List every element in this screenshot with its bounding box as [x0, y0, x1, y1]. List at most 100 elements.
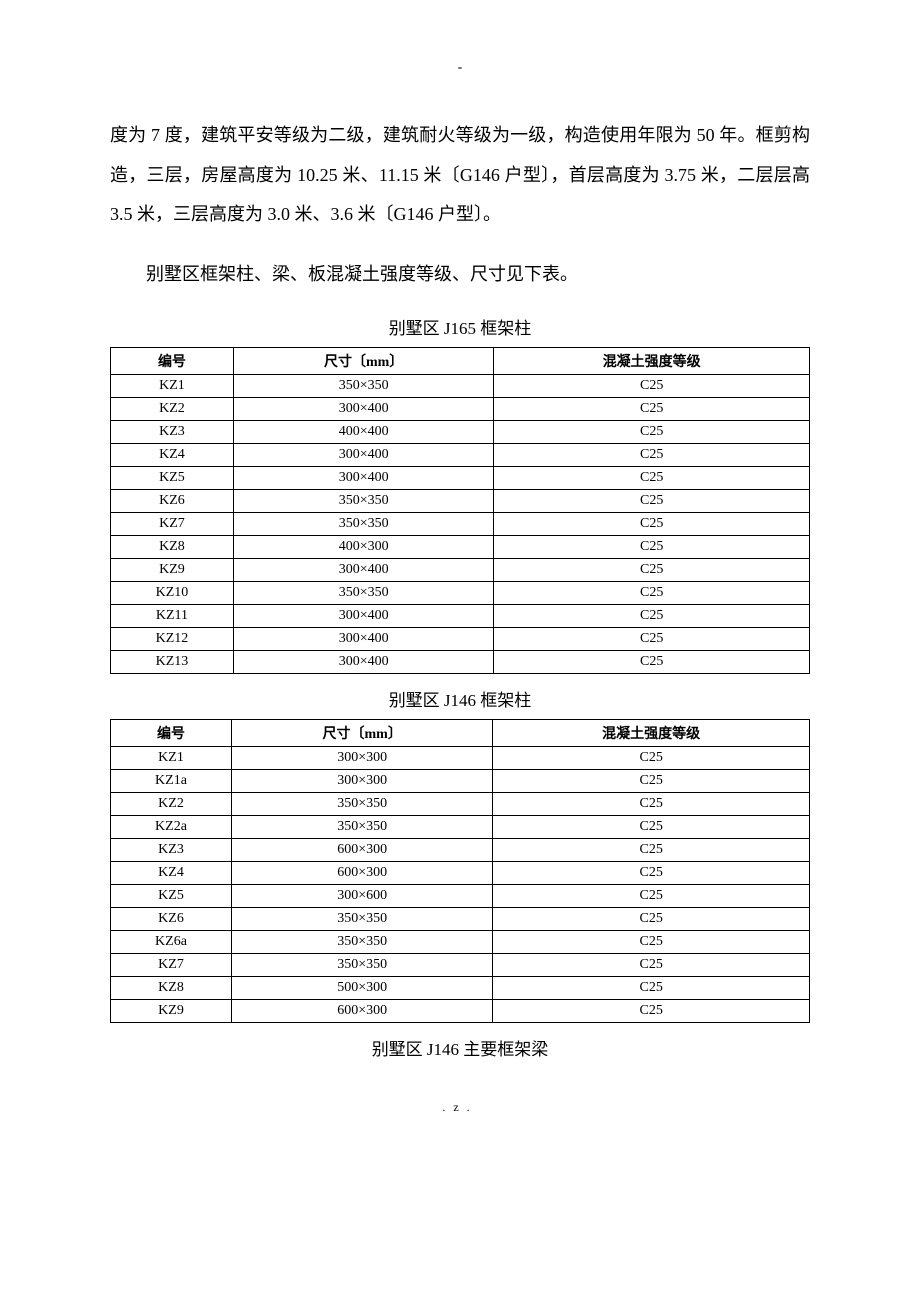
table-cell: KZ6	[111, 908, 232, 931]
table-row: KZ2a350×350C25	[111, 816, 810, 839]
table-cell: C25	[494, 536, 810, 559]
col-header: 编号	[111, 348, 234, 375]
table-row: KZ4600×300C25	[111, 862, 810, 885]
table-cell: C25	[493, 839, 810, 862]
table-row: KZ3400×400C25	[111, 421, 810, 444]
table-cell: C25	[494, 490, 810, 513]
table-cell: KZ1	[111, 747, 232, 770]
table-cell: 350×350	[233, 490, 494, 513]
table-row: KZ6a350×350C25	[111, 931, 810, 954]
table-cell: KZ4	[111, 862, 232, 885]
table-row: KZ6350×350C25	[111, 490, 810, 513]
table-row: KZ1350×350C25	[111, 375, 810, 398]
table-cell: C25	[494, 375, 810, 398]
table-row: KZ7350×350C25	[111, 954, 810, 977]
paragraph-2: 别墅区框架柱、梁、板混凝土强度等级、尺寸见下表。	[110, 255, 810, 295]
table-cell: 300×300	[232, 747, 493, 770]
table-cell: 300×400	[233, 559, 494, 582]
paragraph-1: 度为 7 度，建筑平安等级为二级，建筑耐火等级为一级，构造使用年限为 50 年。…	[110, 116, 810, 235]
table-cell: KZ6a	[111, 931, 232, 954]
table-cell: C25	[493, 816, 810, 839]
table-cell: 350×350	[232, 931, 493, 954]
table-cell: KZ2a	[111, 816, 232, 839]
table-row: KZ7350×350C25	[111, 513, 810, 536]
table-cell: C25	[493, 747, 810, 770]
table-cell: KZ4	[111, 444, 234, 467]
table-j165: 编号 尺寸〔mm〕 混凝土强度等级 KZ1350×350C25KZ2300×40…	[110, 347, 810, 674]
table-cell: KZ5	[111, 885, 232, 908]
table-cell: KZ6	[111, 490, 234, 513]
table-cell: C25	[494, 651, 810, 674]
table-header-row: 编号 尺寸〔mm〕 混凝土强度等级	[111, 348, 810, 375]
table-cell: C25	[494, 582, 810, 605]
col-header: 尺寸〔mm〕	[233, 348, 494, 375]
table-cell: KZ10	[111, 582, 234, 605]
table-row: KZ9600×300C25	[111, 1000, 810, 1023]
table-cell: KZ8	[111, 536, 234, 559]
table-cell: KZ9	[111, 1000, 232, 1023]
table-cell: 350×350	[233, 513, 494, 536]
table-cell: 300×400	[233, 467, 494, 490]
table-row: KZ9300×400C25	[111, 559, 810, 582]
table-row: KZ2350×350C25	[111, 793, 810, 816]
table-cell: 300×400	[233, 605, 494, 628]
table1-title: 别墅区 J165 框架柱	[110, 314, 810, 339]
footer: .z.	[110, 1100, 810, 1115]
table-cell: 350×350	[233, 582, 494, 605]
table-cell: KZ1	[111, 375, 234, 398]
table-cell: 350×350	[233, 375, 494, 398]
table-cell: 300×400	[233, 628, 494, 651]
table-cell: C25	[493, 862, 810, 885]
table2-title: 别墅区 J146 框架柱	[110, 686, 810, 711]
table-cell: C25	[493, 885, 810, 908]
table-row: KZ6350×350C25	[111, 908, 810, 931]
table-cell: KZ12	[111, 628, 234, 651]
col-header: 混凝土强度等级	[494, 348, 810, 375]
table-row: KZ1300×300C25	[111, 747, 810, 770]
table-cell: KZ5	[111, 467, 234, 490]
table-cell: 300×400	[233, 651, 494, 674]
table-cell: C25	[494, 559, 810, 582]
table-cell: 600×300	[232, 862, 493, 885]
table-cell: C25	[494, 444, 810, 467]
table-cell: C25	[493, 977, 810, 1000]
table-cell: KZ9	[111, 559, 234, 582]
table-row: KZ4300×400C25	[111, 444, 810, 467]
table-cell: KZ1a	[111, 770, 232, 793]
table-row: KZ10350×350C25	[111, 582, 810, 605]
table-cell: 500×300	[232, 977, 493, 1000]
table-cell: 300×400	[233, 444, 494, 467]
table-cell: KZ3	[111, 839, 232, 862]
table-row: KZ12300×400C25	[111, 628, 810, 651]
table-cell: 350×350	[232, 908, 493, 931]
table-row: KZ3600×300C25	[111, 839, 810, 862]
col-header: 尺寸〔mm〕	[232, 720, 493, 747]
table-cell: 350×350	[232, 793, 493, 816]
table-cell: 300×600	[232, 885, 493, 908]
col-header: 混凝土强度等级	[493, 720, 810, 747]
table-cell: C25	[494, 513, 810, 536]
table-cell: 350×350	[232, 816, 493, 839]
table-j146: 编号 尺寸〔mm〕 混凝土强度等级 KZ1300×300C25KZ1a300×3…	[110, 719, 810, 1023]
table-row: KZ1a300×300C25	[111, 770, 810, 793]
table-cell: C25	[493, 1000, 810, 1023]
table-cell: C25	[494, 421, 810, 444]
table-cell: C25	[494, 467, 810, 490]
table-row: KZ11300×400C25	[111, 605, 810, 628]
table-cell: KZ7	[111, 513, 234, 536]
table-cell: KZ3	[111, 421, 234, 444]
table-cell: C25	[493, 908, 810, 931]
table-cell: C25	[493, 954, 810, 977]
table-cell: 600×300	[232, 839, 493, 862]
table3-title: 别墅区 J146 主要框架梁	[110, 1035, 810, 1060]
table-cell: KZ2	[111, 398, 234, 421]
table-cell: KZ13	[111, 651, 234, 674]
table-row: KZ5300×600C25	[111, 885, 810, 908]
table-cell: 300×400	[233, 398, 494, 421]
table-cell: 400×400	[233, 421, 494, 444]
table-cell: C25	[494, 605, 810, 628]
table-cell: 600×300	[232, 1000, 493, 1023]
table-cell: KZ8	[111, 977, 232, 1000]
table-cell: C25	[493, 931, 810, 954]
table-header-row: 编号 尺寸〔mm〕 混凝土强度等级	[111, 720, 810, 747]
